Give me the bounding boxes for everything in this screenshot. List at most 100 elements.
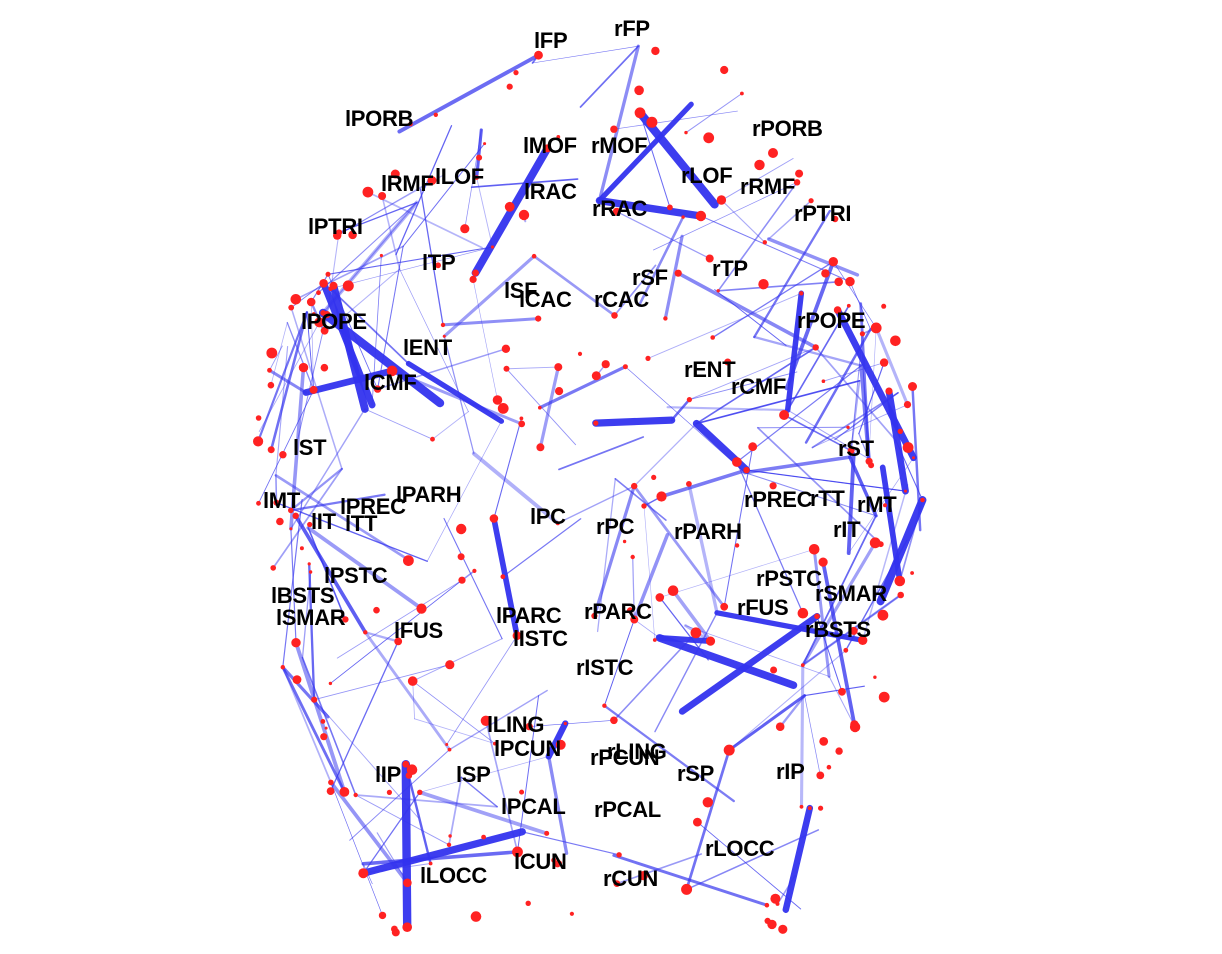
region-node: [435, 262, 441, 269]
connection-edge: [558, 436, 645, 471]
connection-edge: [412, 638, 503, 682]
connection-edge: [321, 200, 419, 315]
region-node: [373, 385, 382, 393]
region-node: [819, 737, 829, 746]
connection-edge: [269, 311, 309, 452]
region-node: [538, 405, 542, 410]
connection-edge: [782, 804, 814, 913]
region-node: [705, 636, 716, 646]
region-node: [641, 503, 647, 509]
region-node: [769, 482, 777, 490]
region-node: [812, 344, 819, 351]
connection-edge: [653, 181, 798, 251]
connection-edge: [329, 287, 410, 365]
region-node: [311, 696, 318, 703]
connection-edge: [783, 414, 852, 452]
connection-edge: [364, 408, 433, 440]
region-node: [850, 720, 859, 729]
connection-edges: [257, 44, 927, 932]
region-node: [531, 253, 537, 259]
region-node: [288, 507, 294, 514]
region-node: [544, 830, 550, 836]
region-node: [807, 806, 812, 811]
region-node: [897, 591, 904, 599]
region-node: [849, 626, 858, 635]
region-node: [611, 312, 618, 319]
connection-edge: [695, 379, 861, 425]
region-node: [433, 112, 438, 118]
connection-edge: [491, 515, 520, 639]
region-node: [859, 331, 866, 337]
connection-edge: [290, 408, 366, 530]
region-node: [821, 269, 830, 278]
region-node: [319, 279, 328, 288]
region-node: [519, 416, 524, 421]
connection-edge: [308, 562, 316, 701]
region-node: [610, 125, 618, 133]
connection-edge: [528, 719, 615, 727]
connection-edge: [784, 290, 805, 413]
region-node: [723, 744, 735, 756]
region-node: [705, 254, 714, 263]
connection-edge: [306, 311, 315, 391]
connection-edge: [538, 365, 627, 410]
region-node: [740, 91, 744, 96]
region-node: [447, 747, 452, 752]
region-node: [316, 290, 321, 296]
region-node: [554, 363, 563, 372]
connection-edge: [756, 426, 882, 546]
region-node: [390, 169, 400, 179]
region-node: [885, 387, 893, 395]
connection-edge: [313, 664, 451, 701]
region-node: [266, 347, 278, 359]
region-node: [458, 576, 466, 584]
region-node: [569, 911, 575, 916]
region-node: [667, 585, 679, 596]
connection-edge: [850, 333, 863, 452]
region-node: [630, 615, 639, 624]
region-node: [690, 627, 702, 639]
region-node: [518, 209, 530, 221]
region-node: [442, 334, 446, 338]
region-node: [256, 500, 261, 506]
connection-edge: [338, 201, 418, 234]
connection-edge: [685, 748, 731, 891]
connection-edge: [475, 128, 483, 180]
region-node: [273, 499, 280, 506]
region-node: [808, 544, 820, 555]
region-node: [818, 805, 824, 811]
region-node: [634, 85, 644, 96]
region-node: [616, 852, 622, 858]
connection-edge: [849, 281, 871, 330]
region-node: [394, 637, 403, 646]
region-node: [445, 743, 449, 746]
connection-edge: [688, 346, 817, 401]
region-node: [799, 804, 804, 809]
region-node: [734, 543, 740, 548]
connection-edge: [317, 202, 418, 294]
connection-edge: [432, 411, 469, 440]
region-node: [472, 568, 477, 574]
connection-edge: [858, 432, 870, 460]
region-node: [536, 443, 545, 452]
connection-edge: [633, 422, 698, 487]
connection-edge: [757, 426, 849, 429]
region-node: [267, 381, 275, 389]
connection-edge: [547, 754, 569, 855]
connection-edge: [485, 719, 519, 853]
region-node: [469, 275, 477, 283]
region-node: [883, 503, 887, 508]
region-node: [348, 230, 357, 240]
connection-edge: [362, 791, 421, 874]
region-node: [457, 553, 465, 561]
region-node: [483, 142, 487, 146]
region-node: [645, 355, 651, 361]
region-node: [732, 457, 742, 467]
region-node: [591, 612, 598, 620]
connection-edge: [868, 327, 877, 460]
region-node: [845, 276, 855, 287]
connection-edge: [685, 92, 743, 134]
connection-edge: [637, 215, 685, 307]
region-node: [651, 474, 657, 480]
connection-edge: [506, 366, 559, 370]
